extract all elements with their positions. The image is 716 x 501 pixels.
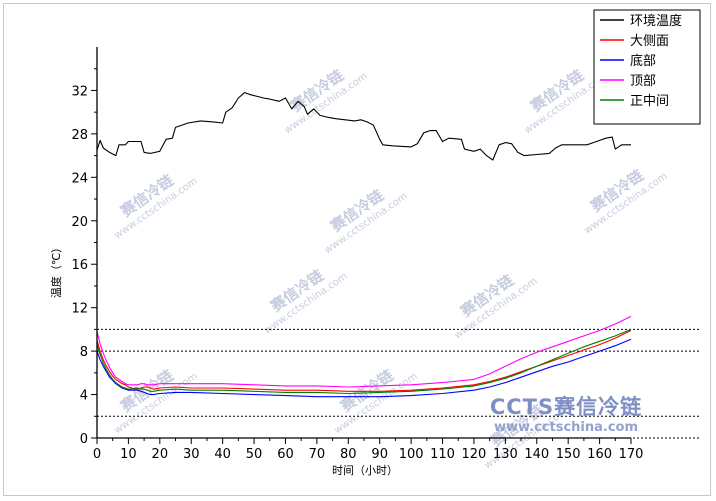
legend-label: 底部 (630, 53, 656, 69)
y-tick-label: 8 (80, 345, 88, 360)
x-tick-label: 160 (587, 447, 612, 462)
legend-label: 环境温度 (630, 13, 682, 29)
x-tick-label: 130 (493, 447, 518, 462)
x-tick-label: 80 (340, 447, 357, 462)
y-tick-label: 32 (71, 84, 88, 99)
brand-url: www.cctschina.com (494, 420, 638, 435)
axes: 0 4 8 12 16 20 24 28 32 0 10 20 30 40 50 60 70 80 90 100 110… (71, 47, 643, 462)
series-line (96, 92, 631, 161)
series-line (96, 315, 632, 388)
brand-text: CCTS赛信冷链 (490, 395, 642, 419)
brand-watermark: CCTS赛信冷链 www.cctschina.com (490, 395, 642, 435)
x-tick-label: 50 (246, 447, 263, 462)
legend-label: 正中间 (630, 94, 669, 109)
x-tick-label: 100 (399, 447, 424, 462)
x-tick-label: 40 (214, 447, 231, 462)
series-line (96, 330, 632, 392)
x-tick-label: 30 (183, 447, 200, 462)
x-tick-label: 90 (371, 447, 388, 462)
y-tick-label: 28 (71, 128, 88, 143)
legend-box (593, 9, 701, 125)
x-tick-label: 20 (152, 447, 169, 462)
y-tick-label: 24 (71, 171, 88, 186)
y-tick-label: 4 (80, 389, 88, 404)
legend-label: 顶部 (630, 74, 656, 89)
x-tick-label: 0 (93, 447, 101, 462)
x-tick-label: 60 (277, 447, 294, 462)
figure-frame (3, 3, 711, 496)
x-tick-label: 170 (619, 447, 644, 462)
y-tick-label: 12 (71, 302, 88, 317)
x-tick-label: 120 (462, 447, 487, 462)
x-tick-label: 70 (309, 447, 326, 462)
y-tick-label: 16 (71, 258, 88, 273)
series-line (96, 338, 632, 398)
x-tick-label: 10 (120, 447, 137, 462)
x-tick-label: 110 (430, 447, 455, 462)
x-tick-label: 150 (556, 447, 581, 462)
y-tick-label: 20 (71, 215, 88, 230)
legend-label: 大侧面 (630, 34, 669, 49)
series-line (96, 328, 632, 395)
x-tick-label: 140 (524, 447, 549, 462)
series-layer (96, 92, 632, 398)
y-axis-label: 温度（℃） (49, 242, 63, 298)
y-tick-label: 0 (80, 432, 88, 447)
x-axis-label: 时间（小时） (332, 464, 398, 477)
